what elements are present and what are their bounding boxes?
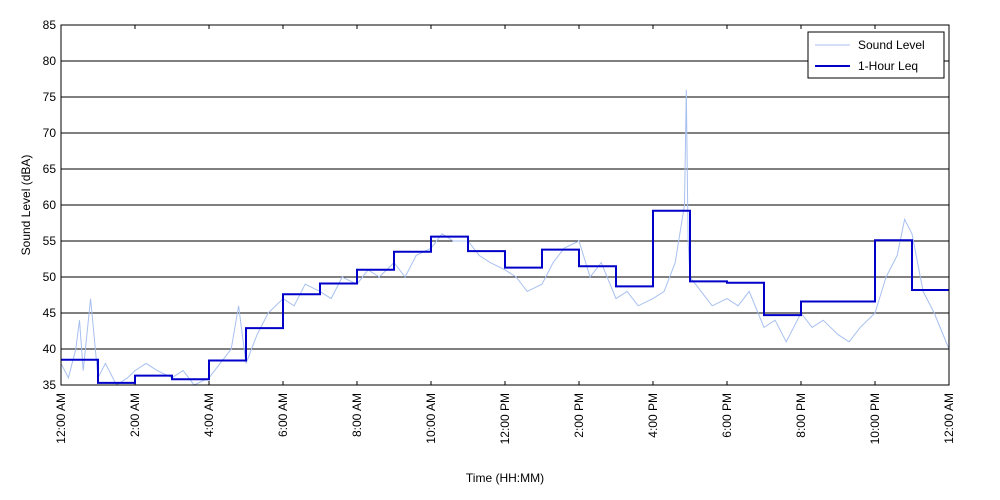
x-tick-label: 8:00 AM [350, 393, 364, 437]
x-tick-label: 12:00 PM [498, 393, 512, 444]
x-tick-label: 6:00 AM [276, 393, 290, 437]
y-tick-label: 85 [43, 18, 57, 32]
y-tick-label: 60 [43, 198, 57, 212]
legend: Sound Level 1-Hour Leq [807, 31, 945, 79]
series-sound-level [60, 89, 950, 386]
grid-lines [61, 60, 949, 350]
y-tick-label: 80 [43, 54, 57, 68]
y-tick-label: 45 [43, 306, 57, 320]
x-tick-label: 8:00 PM [794, 393, 808, 438]
y-tick-label: 55 [43, 234, 57, 248]
x-axis-title: Time (HH:MM) [466, 471, 544, 485]
legend-box [807, 31, 945, 79]
legend-label-sound-level: Sound Level [858, 38, 925, 52]
x-tick-label: 2:00 PM [572, 393, 586, 438]
y-axis-title: Sound Level (dBA) [19, 155, 33, 256]
x-tick-label: 2:00 AM [128, 393, 142, 437]
y-tick-label: 75 [43, 90, 57, 104]
plot-frame [60, 24, 950, 386]
y-tick-label: 50 [43, 270, 57, 284]
series-1-hour-leq [61, 209, 949, 384]
x-tick-label: 4:00 PM [646, 393, 660, 438]
y-tick-label: 65 [43, 162, 57, 176]
y-tick-labels: 35 40 45 50 55 60 65 70 75 80 85 [43, 18, 57, 392]
x-tick-label: 4:00 AM [202, 393, 216, 437]
legend-label-1-hour-leq: 1-Hour Leq [858, 59, 918, 73]
y-tick-label: 35 [43, 378, 57, 392]
x-tick-label: 6:00 PM [720, 393, 734, 438]
y-tick-label: 40 [43, 342, 57, 356]
x-tick-label: 10:00 AM [424, 393, 438, 444]
x-tick-label: 12:00 AM [54, 393, 68, 444]
series-layer [60, 89, 950, 386]
x-tick-label: 10:00 PM [868, 393, 882, 444]
x-tick-labels: 12:00 AM 2:00 AM 4:00 AM 6:00 AM 8:00 AM 10:0… [54, 393, 956, 444]
y-tick-label: 70 [43, 126, 57, 140]
x-tick-label: 12:00 AM [942, 393, 956, 444]
